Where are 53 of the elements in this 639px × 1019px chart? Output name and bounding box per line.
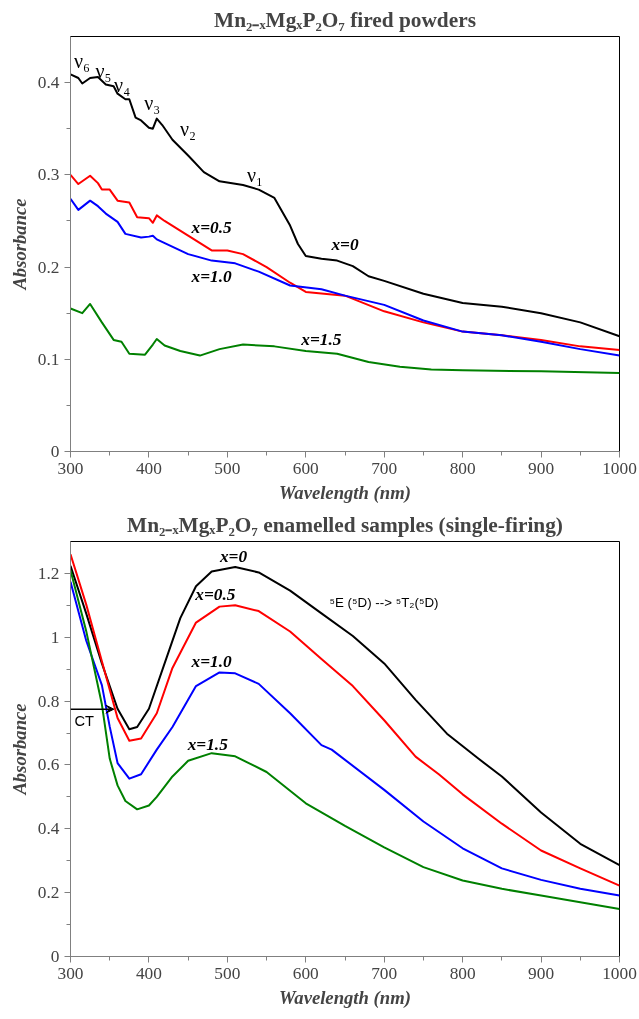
- y-tick-label: 0.2: [37, 257, 60, 277]
- series-label: x=0: [330, 234, 359, 254]
- x-tick-label: 500: [214, 963, 241, 983]
- x-tick-label: 600: [292, 458, 319, 478]
- series-label: x=0.5: [194, 584, 236, 604]
- annotation: ν₄: [114, 74, 131, 97]
- y-tick-label: 0.4: [37, 819, 60, 839]
- series-label: x=1.5: [300, 330, 342, 350]
- series-label: x=1.0: [190, 651, 233, 671]
- annotation: CT: [74, 713, 95, 730]
- x-axis-title: Wavelength (nm): [279, 986, 411, 1009]
- x-axis-title: Wavelength (nm): [279, 481, 411, 504]
- x-tick-label: 700: [371, 963, 398, 983]
- annotation: ν₃: [144, 91, 161, 114]
- chart-title: Mn₂₋ₓMgₓP₂O₇ fired powders: [214, 7, 476, 32]
- y-axis-title: Absorbance: [8, 703, 30, 796]
- x-tick-label: 600: [292, 963, 319, 983]
- series-label: x=1.5: [186, 734, 229, 754]
- series-label: x=0.5: [190, 217, 233, 237]
- y-tick-label: 0.4: [37, 73, 60, 93]
- y-tick-label: 0.6: [37, 755, 60, 775]
- series-label: x=1.0: [190, 266, 233, 286]
- y-tick-label: 0.8: [37, 691, 60, 711]
- y-tick-label: 0.2: [37, 883, 60, 903]
- y-tick-label: 0: [50, 947, 60, 966]
- x-tick-label: 800: [449, 963, 476, 983]
- x-tick-label: 400: [135, 963, 162, 983]
- y-tick-label: 0.1: [37, 349, 60, 369]
- annotation: ν₆: [74, 50, 91, 73]
- y-tick-label: 0.3: [37, 165, 60, 185]
- x-tick-label: 400: [135, 458, 162, 478]
- chart-title: Mn₂₋ₓMgₓP₂O₇ enamelled samples (single-firing): [127, 512, 563, 537]
- x-tick-label: 900: [528, 458, 555, 478]
- line-series: [70, 197, 620, 357]
- y-axis-title: Absorbance: [8, 198, 30, 291]
- x-tick-label: 1000: [602, 963, 637, 983]
- y-tick-label: 0: [50, 442, 60, 461]
- x-tick-label: 300: [57, 458, 84, 478]
- annotation: ν₁: [246, 163, 263, 186]
- y-tick-label: 1.2: [37, 563, 60, 583]
- series-label: x=0: [218, 546, 248, 566]
- x-tick-label: 500: [214, 458, 241, 478]
- annotation: ⁵E (⁵D) --> ⁵T₂(⁵D): [329, 594, 439, 610]
- x-tick-label: 700: [371, 458, 398, 478]
- x-tick-label: 900: [528, 963, 555, 983]
- annotation: ν₅: [95, 59, 112, 82]
- x-tick-label: 800: [449, 458, 476, 478]
- line-series: [70, 302, 620, 375]
- x-tick-label: 1000: [602, 458, 637, 478]
- line-series: [70, 173, 620, 352]
- annotation: ν₂: [179, 117, 196, 140]
- y-tick-label: 1: [50, 627, 60, 647]
- x-tick-label: 300: [57, 963, 84, 983]
